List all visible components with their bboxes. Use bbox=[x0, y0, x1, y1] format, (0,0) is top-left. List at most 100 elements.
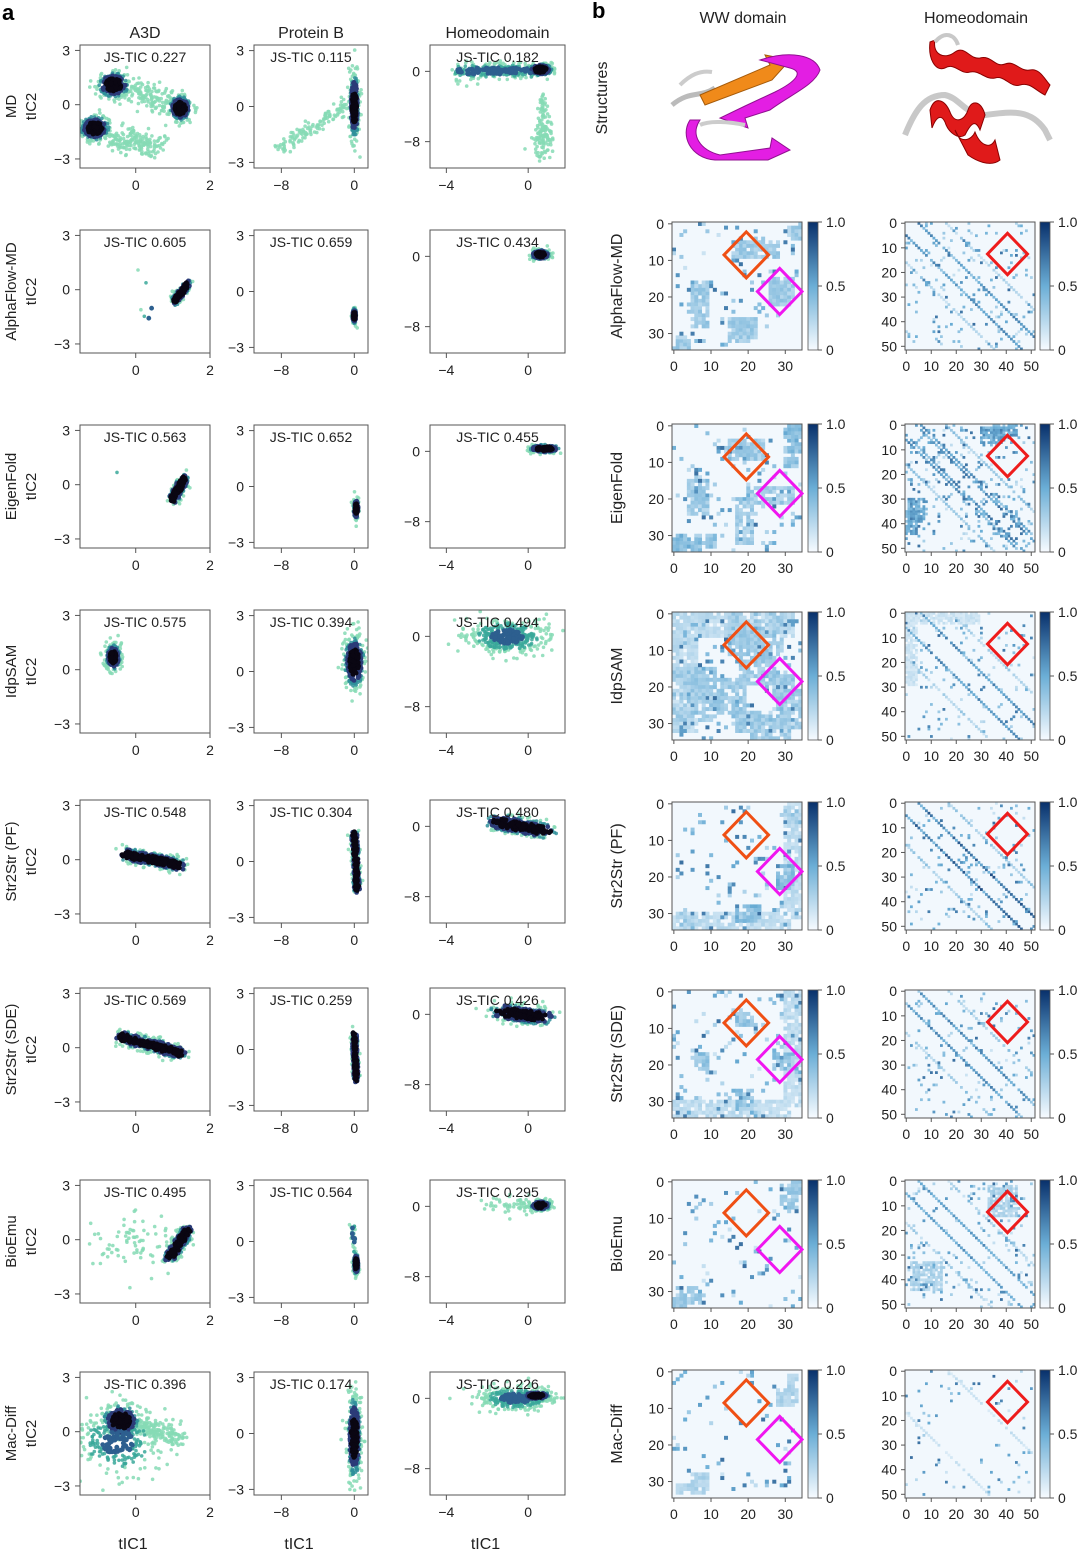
scatter-point bbox=[327, 120, 331, 124]
scatter-point bbox=[355, 139, 359, 143]
scatter-point bbox=[355, 628, 359, 632]
scatter-point bbox=[126, 73, 130, 77]
scatter-point bbox=[545, 632, 549, 636]
y-tick-label: −3 bbox=[228, 719, 244, 735]
x-tick-label: 2 bbox=[206, 557, 214, 573]
scatter-point bbox=[178, 289, 183, 294]
scatter-point bbox=[137, 81, 141, 85]
y-tick-label: 0 bbox=[236, 479, 244, 495]
x-tick-label: 0 bbox=[350, 932, 358, 948]
scatter-point bbox=[161, 148, 165, 152]
scatter-point bbox=[514, 630, 519, 635]
scatter-point bbox=[524, 640, 528, 644]
scatter-point bbox=[142, 865, 146, 869]
scatter-point bbox=[532, 654, 536, 658]
scatter-point bbox=[539, 447, 544, 452]
scatter-point bbox=[109, 671, 113, 675]
js-tic-label: JS-TIC 0.304 bbox=[270, 804, 353, 820]
scatter-point bbox=[553, 71, 557, 75]
scatter-point bbox=[178, 873, 182, 877]
scatter-point bbox=[136, 110, 140, 114]
scatter-point bbox=[532, 645, 536, 649]
scatter-point bbox=[104, 665, 108, 669]
scatter-point bbox=[94, 92, 98, 96]
x-tick-label: −8 bbox=[273, 362, 289, 378]
scatter-point bbox=[447, 642, 451, 646]
scatter-point bbox=[504, 659, 508, 663]
scatter-point bbox=[346, 833, 350, 837]
scatter-point bbox=[533, 142, 537, 146]
scatter-point bbox=[353, 833, 358, 838]
scatter-point bbox=[551, 138, 555, 142]
row-method-label: MD bbox=[3, 95, 20, 118]
scatter-point bbox=[512, 656, 516, 660]
scatter-point bbox=[340, 100, 344, 104]
scatter-point bbox=[549, 61, 553, 65]
column-title: Homeodomain bbox=[445, 25, 549, 42]
scatter-point bbox=[344, 638, 348, 642]
scatter-point bbox=[129, 140, 133, 144]
x-tick-label: 0 bbox=[350, 177, 358, 193]
scatter-point bbox=[171, 289, 175, 293]
x-tick-label: −4 bbox=[438, 362, 454, 378]
scatter-point bbox=[165, 112, 169, 116]
js-tic-label: JS-TIC 0.652 bbox=[270, 429, 353, 445]
scatter-point bbox=[134, 84, 138, 88]
scatter-point bbox=[341, 663, 345, 667]
y-tick-label: 0 bbox=[236, 854, 244, 870]
scatter-point bbox=[341, 116, 345, 120]
scatter-point bbox=[149, 93, 153, 97]
scatter-point bbox=[138, 148, 142, 152]
scatter-point bbox=[537, 117, 541, 121]
scatter-point bbox=[146, 143, 150, 147]
scatter-point bbox=[172, 489, 177, 494]
scatter-point bbox=[501, 645, 505, 649]
y-axis-label: tIC2 bbox=[23, 278, 40, 306]
scatter-point bbox=[125, 66, 129, 70]
scatter-point bbox=[133, 856, 138, 861]
scatter-points bbox=[136, 268, 194, 320]
scatter-point bbox=[354, 524, 358, 528]
y-tick-label: 3 bbox=[62, 422, 70, 438]
scatter-point bbox=[181, 89, 185, 93]
scatter-point bbox=[343, 631, 347, 635]
scatter-point bbox=[122, 94, 126, 98]
scatter-point bbox=[513, 71, 518, 76]
scatter-point bbox=[114, 85, 119, 90]
scatter-point bbox=[551, 149, 555, 153]
x-tick-label: 0 bbox=[132, 177, 140, 193]
scatter-point bbox=[146, 139, 150, 143]
scatter-point bbox=[351, 133, 355, 137]
scatter-point bbox=[120, 641, 124, 645]
x-tick-label: −8 bbox=[273, 177, 289, 193]
scatter-point bbox=[181, 858, 185, 862]
scatter-point bbox=[356, 620, 360, 624]
scatter-point bbox=[519, 77, 523, 81]
scatter-point bbox=[144, 96, 148, 100]
scatter-point bbox=[458, 79, 462, 83]
scatter-point bbox=[100, 117, 104, 121]
scatter-point bbox=[530, 632, 534, 636]
scatter-point bbox=[301, 136, 305, 140]
scatter-point bbox=[119, 144, 123, 148]
scatter-point bbox=[467, 641, 471, 645]
scatter-point bbox=[124, 79, 128, 83]
scatter-point bbox=[136, 268, 140, 272]
scatter-point bbox=[546, 112, 550, 116]
scatter-points bbox=[350, 490, 361, 528]
scatter-point bbox=[346, 86, 350, 90]
scatter-point bbox=[145, 104, 149, 108]
y-tick-label: 0 bbox=[412, 248, 420, 264]
scatter-point bbox=[112, 139, 116, 143]
scatter-point bbox=[332, 117, 336, 121]
scatter-point bbox=[505, 640, 510, 645]
y-tick-label: 3 bbox=[236, 423, 244, 439]
scatter-point bbox=[353, 872, 358, 877]
scatter-point bbox=[533, 68, 538, 73]
scatter-point bbox=[498, 78, 502, 82]
scatter-point bbox=[345, 107, 349, 111]
